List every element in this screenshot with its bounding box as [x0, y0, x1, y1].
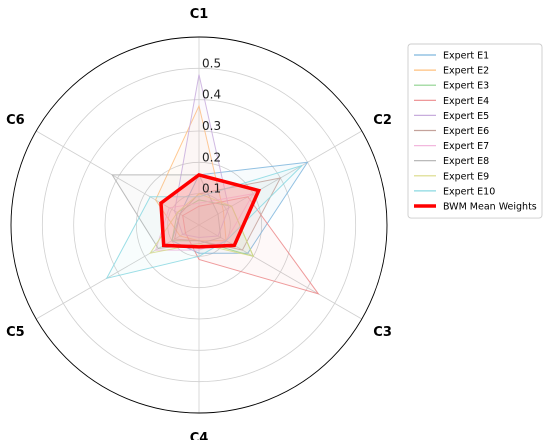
- outer-circle: [10, 36, 388, 414]
- expert-e5-line: [174, 74, 230, 239]
- legend-label-expert-e5: Expert E5: [443, 111, 489, 122]
- expert-e9-line: [149, 193, 255, 258]
- legend: Expert E1 Expert E2 Expert E3 Expert E4 Expe…: [407, 43, 543, 219]
- expert-e4-line: [182, 196, 320, 295]
- legend-label-expert-e7: Expert E7: [443, 141, 489, 152]
- series-layer: [105, 74, 320, 295]
- labels-layer: 0.1 0.2 0.3 0.4 0.5 C1 C2 C3 C4 C5 C6: [6, 7, 392, 440]
- bwm-mean-weights-line: [159, 172, 262, 249]
- legend-label-expert-e2: Expert E2: [443, 66, 489, 77]
- axis-label-c1: C1: [190, 7, 209, 22]
- r-tick-label: 0.1: [202, 182, 221, 196]
- expert-e8-area: [112, 174, 221, 249]
- axis-label-c3: C3: [373, 325, 392, 340]
- legend-label-expert-e3: Expert E3: [443, 81, 489, 92]
- legend-label-expert-e6: Expert E6: [443, 126, 489, 137]
- expert-e7-area: [155, 193, 254, 251]
- expert-e9-area: [150, 193, 254, 257]
- expert-e3-area: [171, 199, 254, 257]
- legend-box: [407, 43, 543, 219]
- r-tick-label: 0.4: [202, 88, 221, 102]
- expert-e7-line: [154, 193, 255, 251]
- legend-label-expert-e1: Expert E1: [443, 51, 489, 62]
- r-tick-label: 0.5: [202, 56, 221, 70]
- r-tick-label: 0.3: [202, 119, 221, 133]
- expert-e1-area: [171, 162, 308, 254]
- spoke-c6: [35, 130, 200, 226]
- axis-label-c2: C2: [373, 113, 392, 128]
- bwm-mean-weights-area: [161, 174, 259, 247]
- legend-label-expert-e10: Expert E10: [443, 186, 495, 197]
- axis-label-c6: C6: [6, 113, 25, 128]
- expert-e4-area: [182, 196, 319, 294]
- expert-e6-line: [173, 177, 282, 251]
- grid: [10, 36, 388, 414]
- legend-label-expert-e8: Expert E8: [443, 156, 489, 167]
- expert-e10-line: [105, 165, 303, 280]
- legend-label-expert-e9: Expert E9: [443, 171, 489, 182]
- r-tick-label: 0.2: [202, 150, 221, 164]
- legend-label-bwm-mean-weights: BWM Mean Weights: [443, 202, 537, 213]
- legend-label-expert-e4: Expert E4: [443, 96, 489, 107]
- axis-label-c4: C4: [190, 431, 209, 440]
- axis-label-c5: C5: [6, 325, 25, 340]
- expert-e10-area: [106, 165, 303, 279]
